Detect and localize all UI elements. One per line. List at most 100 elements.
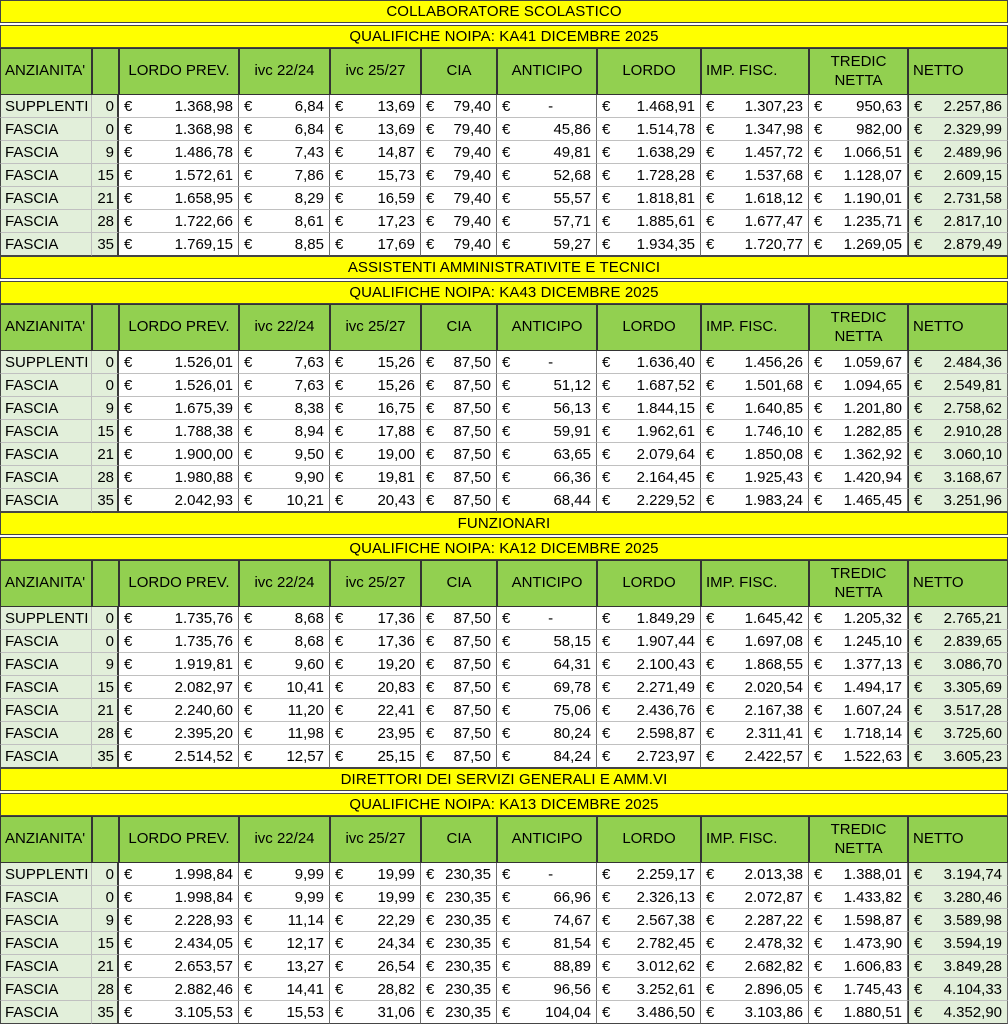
money-cell: €1.282,85	[809, 420, 908, 443]
euro-symbol: €	[244, 865, 253, 883]
row-years-cell: 21	[92, 699, 119, 722]
money-cell: €1.618,12	[701, 187, 809, 210]
euro-symbol: €	[244, 212, 253, 230]
money-cell: €20,83	[330, 676, 421, 699]
money-cell: €17,88	[330, 420, 421, 443]
euro-symbol: €	[814, 865, 823, 883]
money-cell: €1.598,87	[809, 909, 908, 932]
euro-symbol: €	[502, 166, 511, 184]
euro-symbol: €	[706, 445, 715, 463]
euro-symbol: €	[335, 609, 344, 627]
column-header: ivc 22/24	[239, 560, 330, 607]
euro-symbol: €	[426, 957, 435, 975]
netto-cell: €4.104,33	[908, 978, 1008, 1001]
amount-value: 2.229,52	[636, 491, 695, 509]
row-label-cell: FASCIA	[0, 909, 92, 932]
money-cell: €1.718,14	[809, 722, 908, 745]
amount-value: 87,50	[453, 678, 491, 696]
row-years-cell: 21	[92, 443, 119, 466]
amount-value: 4.352,90	[943, 1003, 1002, 1021]
amount-value: 1.059,67	[843, 353, 902, 371]
amount-value: 1.501,68	[744, 376, 803, 394]
euro-symbol: €	[814, 353, 823, 371]
row-years-cell: 35	[92, 489, 119, 512]
money-cell: €15,26	[330, 374, 421, 397]
amount-value: 3.060,10	[943, 445, 1002, 463]
row-label-cell: FASCIA	[0, 374, 92, 397]
euro-symbol: €	[602, 701, 611, 719]
euro-symbol: €	[124, 957, 133, 975]
money-cell: €87,50	[421, 607, 497, 630]
euro-symbol: €	[426, 655, 435, 673]
row-years-cell: 0	[92, 607, 119, 630]
amount-value: 6,84	[294, 97, 324, 115]
column-header: CIA	[421, 816, 497, 863]
amount-value: 13,69	[377, 120, 415, 138]
money-cell: €1.066,51	[809, 141, 908, 164]
column-header: ivc 25/27	[330, 304, 421, 351]
amount-value: 2.287,22	[744, 911, 803, 929]
row-years-cell: 0	[92, 863, 119, 886]
money-cell: €1.687,52	[597, 374, 701, 397]
money-cell: €19,99	[330, 863, 421, 886]
euro-symbol: €	[814, 376, 823, 394]
column-header: CIA	[421, 48, 497, 95]
money-cell: €79,40	[421, 118, 497, 141]
amount-value: 1.235,71	[843, 212, 902, 230]
amount-value: 1.980,88	[174, 468, 233, 486]
money-cell: €2.167,38	[701, 699, 809, 722]
euro-symbol: €	[914, 445, 923, 463]
money-cell: €1.934,35	[597, 233, 701, 256]
amount-value: 8,68	[294, 632, 324, 650]
euro-symbol: €	[244, 235, 253, 253]
euro-symbol: €	[426, 747, 435, 765]
euro-symbol: €	[124, 353, 133, 371]
euro-symbol: €	[706, 865, 715, 883]
money-cell: €1.640,85	[701, 397, 809, 420]
money-cell: €2.567,38	[597, 909, 701, 932]
money-cell: €1.368,98	[119, 118, 239, 141]
money-cell: €1.537,68	[701, 164, 809, 187]
money-cell: €2.082,97	[119, 676, 239, 699]
euro-symbol: €	[426, 724, 435, 742]
euro-symbol: €	[502, 678, 511, 696]
money-cell: €1.818,81	[597, 187, 701, 210]
row-years-cell: 0	[92, 95, 119, 118]
euro-symbol: €	[914, 189, 923, 207]
netto-cell: €3.168,67	[908, 466, 1008, 489]
amount-value: 1.094,65	[843, 376, 902, 394]
euro-symbol: €	[335, 747, 344, 765]
amount-value: 28,82	[377, 980, 415, 998]
money-cell: €982,00	[809, 118, 908, 141]
column-header: ivc 22/24	[239, 816, 330, 863]
money-cell: €2.514,52	[119, 745, 239, 768]
amount-value: 9,99	[294, 888, 324, 906]
row-label-cell: FASCIA	[0, 653, 92, 676]
column-header: CIA	[421, 560, 497, 607]
amount-value: 20,83	[377, 678, 415, 696]
euro-symbol: €	[502, 120, 511, 138]
netto-cell: €2.329,99	[908, 118, 1008, 141]
money-cell: €3.103,86	[701, 1001, 809, 1024]
amount-value: 1.962,61	[636, 422, 695, 440]
money-cell: €57,71	[497, 210, 597, 233]
euro-symbol: €	[914, 888, 923, 906]
euro-symbol: €	[706, 980, 715, 998]
money-cell: €1.486,78	[119, 141, 239, 164]
money-cell: €68,44	[497, 489, 597, 512]
amount-value: 1.722,66	[174, 212, 233, 230]
money-cell: €96,56	[497, 978, 597, 1001]
row-label-cell: FASCIA	[0, 676, 92, 699]
money-cell: €79,40	[421, 164, 497, 187]
salary-table-section: FUNZIONARI QUALIFICHE NOIPA: KA12 DICEMBR…	[0, 512, 1008, 768]
amount-value: 982,00	[856, 120, 902, 138]
euro-symbol: €	[914, 235, 923, 253]
euro-symbol: €	[426, 212, 435, 230]
euro-symbol: €	[914, 632, 923, 650]
euro-symbol: €	[914, 166, 923, 184]
amount-value: 1.868,55	[744, 655, 803, 673]
column-header: TREDIC NETTA	[809, 304, 908, 351]
euro-symbol: €	[426, 399, 435, 417]
euro-symbol: €	[706, 189, 715, 207]
money-cell: €87,50	[421, 699, 497, 722]
